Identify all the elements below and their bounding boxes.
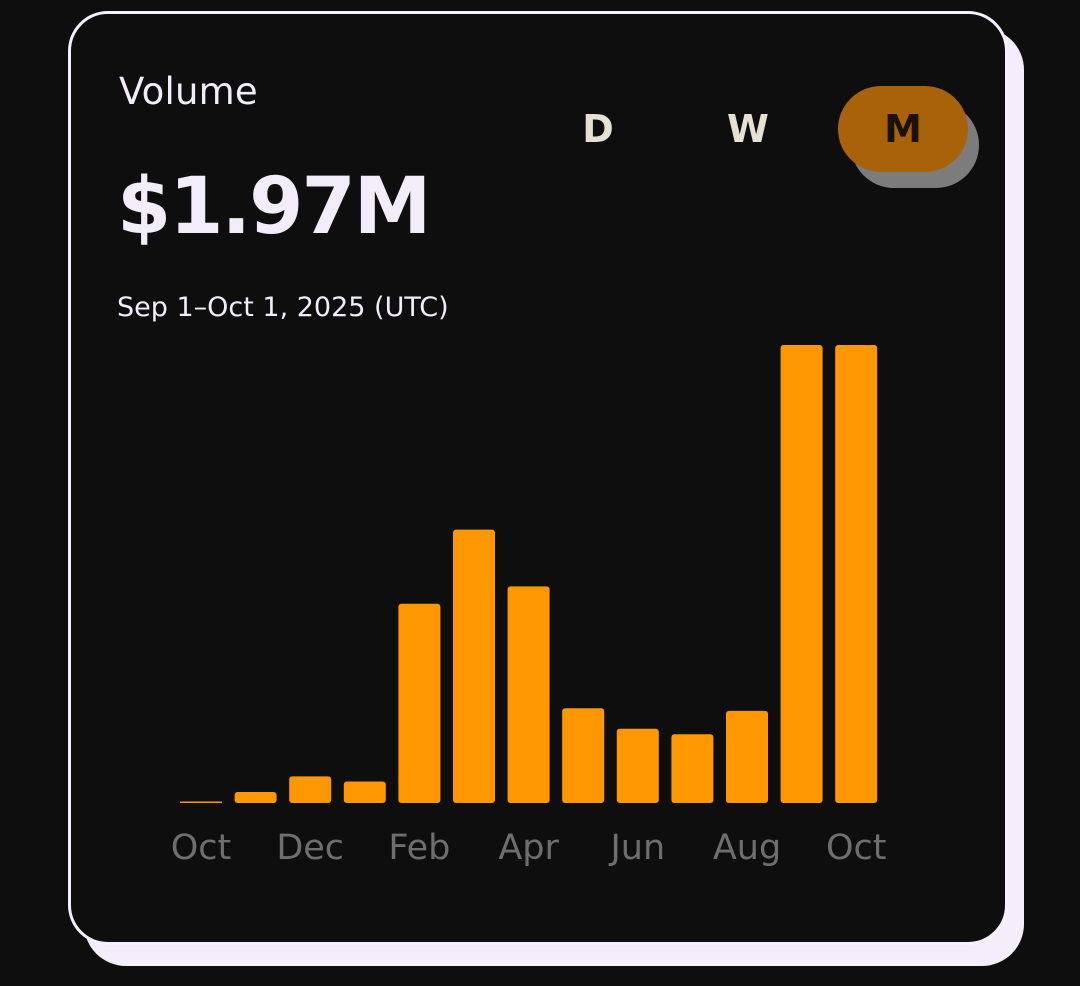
card-title: Volume	[119, 70, 258, 113]
bar-jan-3[interactable]	[343, 781, 386, 804]
volume-value: $1.97M	[117, 162, 431, 252]
bar-jul-9[interactable]	[671, 734, 714, 803]
volume-card: Volume $1.97M Sep 1–Oct 1, 2025 (UTC) D …	[68, 11, 1008, 945]
bar-oct-12[interactable]	[835, 345, 878, 803]
bar-dec-2[interactable]	[289, 776, 332, 803]
bars-group	[180, 345, 878, 804]
period-month-button[interactable]: M	[838, 86, 968, 172]
bar-apr-6[interactable]	[507, 586, 550, 803]
x-tick-label: Aug	[713, 828, 781, 868]
bar-oct-0[interactable]	[180, 801, 222, 804]
bar-feb-4[interactable]	[398, 603, 441, 803]
x-tick-label: Feb	[388, 828, 450, 868]
bar-jun-8[interactable]	[616, 728, 659, 803]
bar-sep-11[interactable]	[780, 345, 823, 803]
x-tick-label: Oct	[826, 828, 887, 868]
bar-nov-1[interactable]	[234, 792, 277, 803]
bar-mar-5[interactable]	[453, 529, 495, 803]
date-range: Sep 1–Oct 1, 2025 (UTC)	[117, 292, 449, 323]
x-tick-label: Apr	[498, 828, 559, 868]
x-axis-ticks: Oct Dec Feb Apr Jun Aug Oct	[171, 828, 887, 868]
x-tick-label: Jun	[608, 828, 665, 868]
bar-may-7[interactable]	[562, 708, 605, 803]
volume-bar-chart: Oct Dec Feb Apr Jun Aug Oct	[171, 345, 887, 868]
x-tick-label: Oct	[171, 828, 232, 868]
period-day-button[interactable]: D	[582, 107, 614, 151]
bar-aug-10[interactable]	[726, 710, 768, 803]
x-tick-label: Dec	[276, 828, 344, 868]
period-week-button[interactable]: W	[727, 107, 769, 151]
